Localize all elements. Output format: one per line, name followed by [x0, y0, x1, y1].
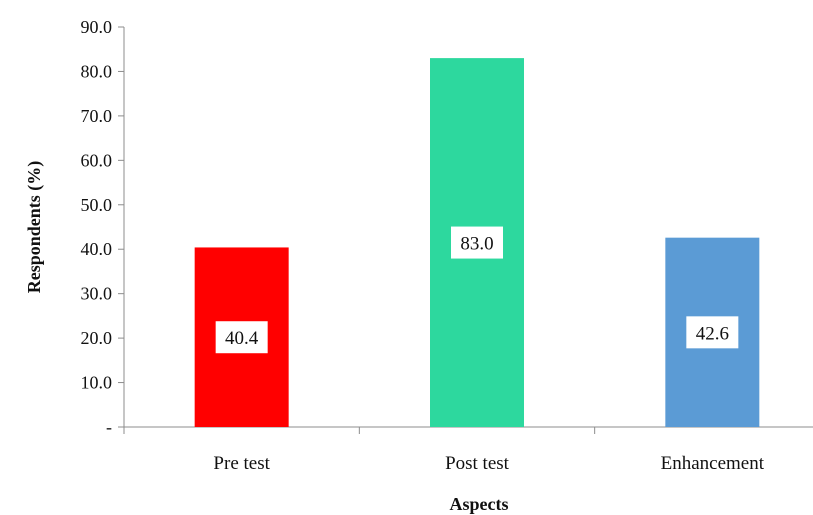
data-labels: 40.4 83.0 42.6: [215, 226, 739, 354]
y-tick-label: 30.0: [81, 284, 113, 304]
data-label-box: [686, 316, 739, 349]
y-tick-label: 70.0: [81, 106, 113, 126]
y-tick-label: 60.0: [81, 150, 113, 170]
y-axis-title: Respondents (%): [24, 161, 45, 294]
data-label: 83.0: [460, 234, 493, 255]
y-tick-label: -: [106, 417, 112, 437]
data-label: 40.4: [225, 328, 259, 349]
x-tick-label: Pre test: [213, 453, 270, 474]
y-tick-label: 80.0: [81, 61, 113, 81]
y-tick-label: 90.0: [81, 17, 113, 37]
y-tick-label: 10.0: [81, 373, 113, 393]
data-label: 42.6: [696, 323, 729, 344]
x-tick-label: Post test: [445, 453, 510, 474]
y-tick-label: 20.0: [81, 328, 113, 348]
y-tick-label: 40.0: [81, 239, 113, 259]
y-axis: - 10.0 20.0 30.0 40.0 50.0 60.0 70.0 80.0 90.0: [81, 17, 125, 437]
data-label-box: [451, 226, 503, 259]
y-tick-label: 50.0: [81, 195, 113, 215]
x-axis-title: Aspects: [450, 494, 509, 514]
x-tick-label: Enhancement: [661, 453, 765, 474]
data-label-box: [215, 321, 268, 354]
x-axis: Pre test Post test Enhancement: [123, 426, 813, 474]
